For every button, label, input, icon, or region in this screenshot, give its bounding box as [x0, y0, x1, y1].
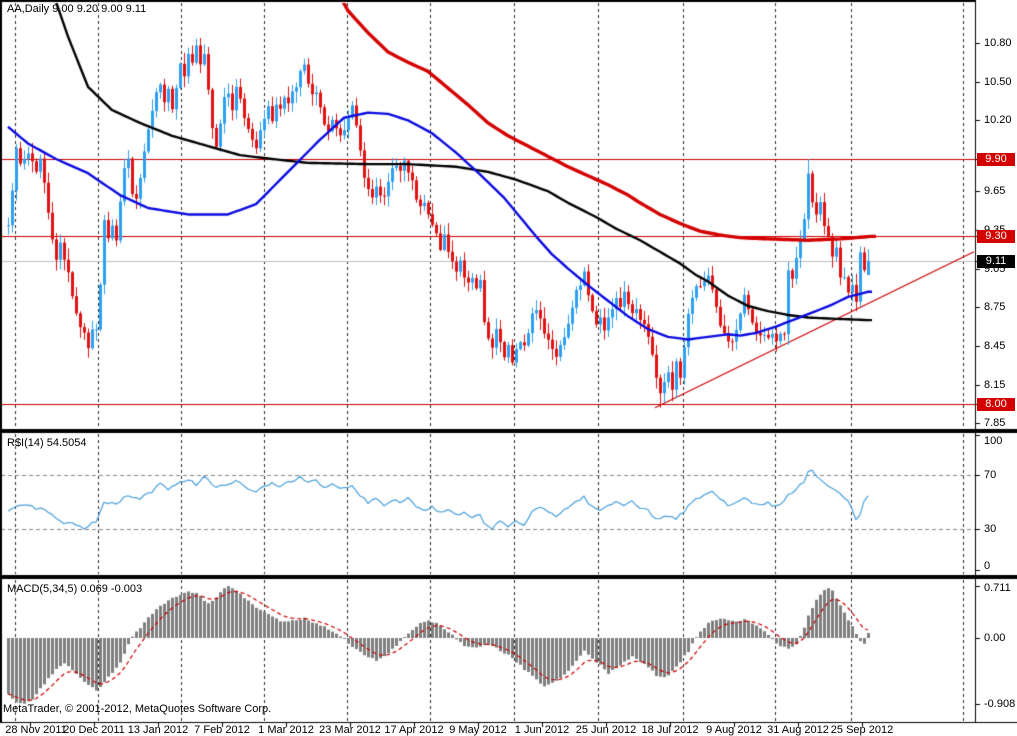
- price-axis-label: 9.65: [984, 185, 1006, 197]
- price-axis-label: 10.50: [984, 76, 1012, 88]
- rsi-indicator-label: R$I(14) 54.5054: [7, 437, 87, 449]
- price-axis-label: 8.15: [984, 379, 1006, 391]
- date-axis-label: 31 Aug 2012: [767, 724, 829, 736]
- price-axis-label: 8.45: [984, 340, 1006, 352]
- macd-axis-label: 0.711: [984, 582, 1011, 594]
- date-axis-label: 1 Mar 2012: [258, 724, 314, 736]
- price-level-badge: 8.00: [977, 398, 1015, 411]
- rsi-axis-label: 0: [984, 560, 991, 572]
- rsi-axis-label: 100: [984, 435, 1003, 447]
- chart-symbol-ohlc-label: AA,Daily 9.00 9.20 9.00 9.11: [7, 3, 147, 15]
- date-axis-label: 9 May 2012: [449, 724, 507, 736]
- macd-axis-label: -0.908: [984, 698, 1016, 710]
- date-axis-label: 18 Jul 2012: [641, 724, 699, 736]
- price-axis-label: 9.05: [984, 263, 1006, 275]
- macd-axis-label: 0.00: [984, 632, 1006, 644]
- date-axis-label: 25 Jun 2012: [575, 724, 637, 736]
- price-level-badge: 9.90: [977, 153, 1015, 166]
- price-axis-label: 8.75: [984, 301, 1006, 313]
- date-axis-label: 17 Apr 2012: [384, 724, 444, 736]
- date-axis-label: 25 Sep 2012: [830, 724, 894, 736]
- copyright-notice: MetaTrader, © 2001-2012, MetaQuotes Soft…: [3, 703, 272, 715]
- rsi-axis-label: 30: [984, 523, 997, 535]
- date-axis-label: 7 Feb 2012: [194, 724, 250, 736]
- date-axis-label: 13 Jan 2012: [127, 724, 189, 736]
- price-level-badge: 9.30: [977, 230, 1015, 243]
- current-price-badge: 9.11: [977, 255, 1015, 268]
- price-axis-label: 7.85: [984, 417, 1006, 429]
- date-axis-label: 20 Dec 2011: [63, 724, 125, 736]
- macd-indicator-label: MACD(5,34,5) 0.069 -0.003: [7, 583, 143, 595]
- date-axis-label: 23 Mar 2012: [319, 724, 381, 736]
- date-axis-label: 1 Jun 2012: [514, 724, 570, 736]
- date-axis-label: 28 Nov 2011: [5, 724, 67, 736]
- price-axis-label: 10.80: [984, 37, 1012, 49]
- price-axis-label: 10.20: [984, 114, 1012, 126]
- date-axis-label: 9 Aug 2012: [706, 724, 762, 736]
- rsi-axis-label: 70: [984, 469, 997, 481]
